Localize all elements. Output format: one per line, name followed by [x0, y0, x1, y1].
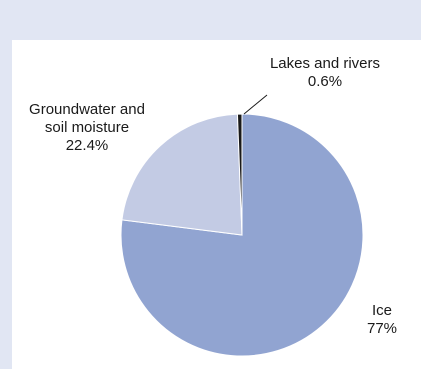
pie-slice-groundwater-and-soil-moisture — [121, 113, 243, 236]
label-groundwater-value: 22.4% — [65, 137, 109, 154]
pie-slice-lakes-and-rivers — [236, 113, 243, 236]
label-groundwater: Groundwater and soil moisture 22.4% — [12, 101, 162, 155]
label-ice: Ice 77% — [357, 302, 407, 338]
label-groundwater-line1: Groundwater and — [29, 101, 145, 118]
chart-panel: Lakes and rivers 0.6% Groundwater and so… — [12, 40, 421, 369]
lakes-leader-line — [243, 94, 268, 115]
label-ice-name: Ice — [371, 302, 392, 319]
label-groundwater-line2: soil moisture — [44, 119, 130, 136]
pie-slices — [120, 113, 364, 357]
pie-chart — [120, 94, 364, 357]
label-ice-value: 77% — [366, 320, 398, 337]
label-lakes-value: 0.6% — [307, 73, 343, 90]
label-lakes-and-rivers: Lakes and rivers 0.6% — [235, 55, 415, 91]
label-lakes-name: Lakes and rivers — [269, 55, 381, 72]
